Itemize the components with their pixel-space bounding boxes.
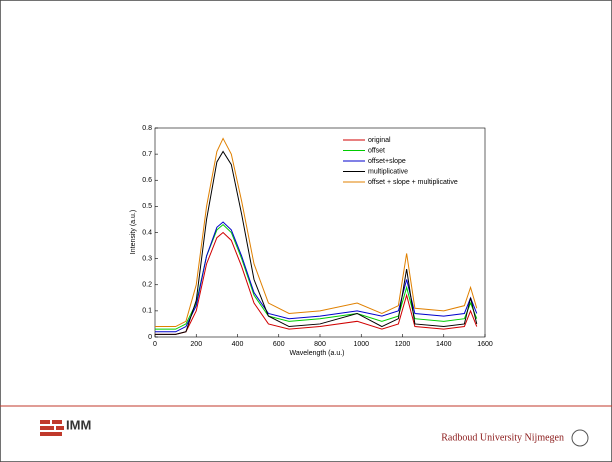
x-tick-label: 800 — [314, 341, 326, 348]
x-tick-label: 1400 — [436, 341, 452, 348]
y-tick-label: 0 — [148, 334, 152, 341]
seal — [571, 429, 589, 447]
x-tick-label: 1600 — [477, 341, 493, 348]
legend-label: offset — [368, 147, 385, 154]
y-tick-label: 0.5 — [142, 203, 152, 210]
x-tick-label: 200 — [190, 341, 202, 348]
series-line — [155, 137, 478, 328]
x-tick-label: 600 — [273, 341, 285, 348]
series-line — [155, 231, 478, 335]
y-axis-label: Intensity (a.u.) — [130, 210, 137, 254]
y-tick-label: 0.7 — [142, 151, 152, 158]
y-tick-label: 0.3 — [142, 255, 152, 262]
x-tick-label: 1000 — [353, 341, 369, 348]
x-tick-label: 1200 — [395, 341, 411, 348]
legend-label: original — [368, 137, 391, 144]
y-tick-label: 0.2 — [142, 282, 152, 289]
y-tick-label: 0.4 — [142, 229, 152, 236]
legend-label: offset + slope + multiplicative — [368, 179, 458, 186]
university-name: Radboud University Nijmegen — [441, 432, 564, 443]
y-tick-label: 0.8 — [142, 125, 152, 132]
series-line — [155, 150, 478, 335]
x-tick-label: 400 — [232, 341, 244, 348]
x-axis-label: Wavelength (a.u.) — [290, 350, 345, 357]
logo-text: IMM — [66, 417, 91, 432]
y-tick-label: 0.6 — [142, 177, 152, 184]
x-tick-label: 0 — [153, 341, 157, 348]
legend-label: multiplicative — [368, 168, 408, 175]
logo-blocks — [40, 420, 64, 436]
y-tick-label: 0.1 — [142, 308, 152, 315]
series-line — [155, 221, 478, 333]
legend-label: offset+slope — [368, 158, 406, 165]
